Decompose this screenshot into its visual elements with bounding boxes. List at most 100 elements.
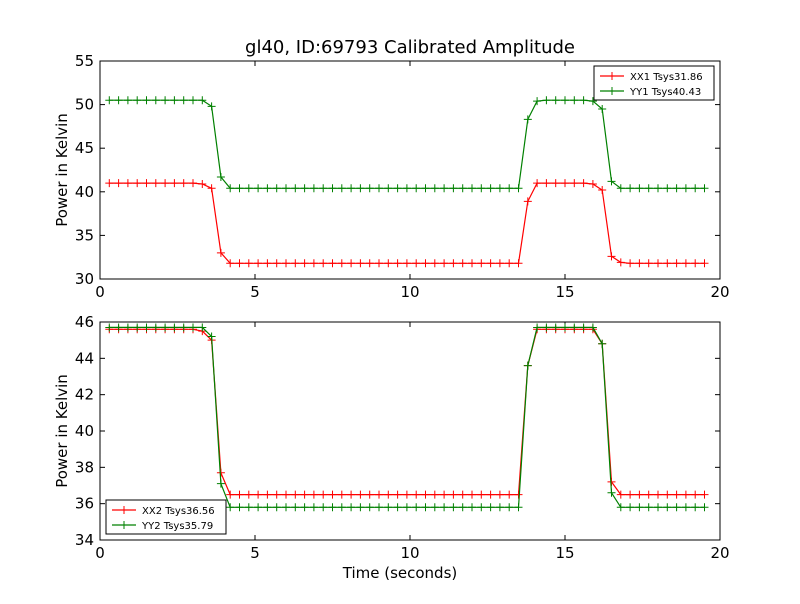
chart1-series-2-point [505,184,514,193]
chart2-legend-label: YY2 Tsys35.79 [141,521,213,532]
chart1-series-2-point [105,96,114,105]
chart2-series-2-point [114,323,123,332]
chart1-series-2-point [468,184,476,193]
chart2-ytick-label: 38 [75,458,94,476]
chart2-series-2-point [449,503,458,512]
chart1-series-1-point [189,179,197,188]
chart2-series-1-point [616,490,625,499]
chart2-series-2-point [282,503,290,512]
chart1-series-1-point [598,186,607,195]
chart1-series-2-point [319,184,328,193]
chart1-series-1-point [430,259,439,268]
chart2-series-2-point [551,323,560,332]
chart1-series-1-point [263,259,272,268]
chart2-series-2-point [235,503,244,512]
chart1-series-1-point [309,259,318,268]
chart2-series-2-point [700,503,709,512]
chart1-series-1-point [244,259,253,268]
chart2-series-2-point [105,323,114,332]
chart1-series-1-point [635,259,644,268]
chart2-series-2-point [468,503,476,512]
chart2-series-2-point [672,503,681,512]
chart2-series-2-point [123,323,132,332]
chart2-legend: XX2 Tsys36.56 YY2 Tsys35.79 [105,499,227,535]
chart2-series-2-point [151,323,160,332]
chart1-ytick-label: 55 [75,52,94,70]
chart1-series-2-point [486,184,495,193]
chart1-series-1-point [495,259,504,268]
chart2-xtick-label: 10 [400,544,419,562]
chart2-series-2-point [626,503,635,512]
chart1-series-1-point [105,179,114,188]
chart1-series-1-point [654,259,662,268]
chart1-series-1-point [291,259,300,268]
chart1-ytick-label: 40 [75,183,94,201]
chart2-series-2-point [681,503,690,512]
chart1-series-1-point [681,259,690,268]
chart1-series-1-point [365,259,374,268]
chart1-series-1-point [272,259,281,268]
chart2-series-1-point [412,490,421,499]
chart1-legend: XX1 Tsys31.86 YY1 Tsys40.43 [593,65,715,101]
chart2-series-2-point [272,503,281,512]
chart1-series-2-point [170,96,179,105]
chart2-series-2-point [495,503,504,512]
chart2-series-2-point [514,503,523,512]
chart1-series-1-point [133,179,142,188]
chart2-series-1-point [337,490,346,499]
chart1-series-2-point [495,184,504,193]
chart1-series-1-point [337,259,346,268]
chart1-series-1-point [551,179,560,188]
chart1-series-2-point [542,96,551,105]
chart2-series-1-point [495,490,504,499]
chart1-series-1-point [356,259,365,268]
chart1-series-1-point [579,179,588,188]
chart2-series-1-point [347,490,356,499]
chart1-series-1-point [570,179,579,188]
chart1-series-1-point [542,179,551,188]
chart1-series-2-point [254,184,263,193]
chart2-series-2-point [375,503,383,512]
chart1-series-2-point [356,184,365,193]
chart1-series-1-point [235,259,244,268]
chart1-series-1-point [458,259,467,268]
chart1-series-2-point [179,96,188,105]
chart1-series-2-point [700,184,709,193]
chart1-series-2-point [133,96,142,105]
chart1-series-2-point [272,184,281,193]
chart1-series-1 [105,179,709,268]
chart2-series-2-point [477,503,486,512]
chart2-series-2-point [412,503,421,512]
chart1-series-1-point [644,259,653,268]
chart1-series-1-point [626,259,635,268]
chart2-series-1-point [235,490,244,499]
chart1-series-2-point [663,184,672,193]
chart1-xtick-label: 5 [250,283,260,301]
chart1-series-2-point [142,96,151,105]
chart2-series-1-point [393,490,402,499]
chart1-series-1-point [300,259,309,268]
chart2-series-1-point [440,490,449,499]
chart1-series-2-point [570,96,579,105]
chart2-series-1-point [458,490,467,499]
chart2-series-1-point [700,490,709,499]
chart2-series-1-point [505,490,514,499]
chart2-series-1-point [244,490,253,499]
chart2-legend-marker [120,506,128,514]
chart2-series-2-point [561,323,569,332]
chart2-legend-box [105,499,227,535]
chart2-series-2-point [430,503,439,512]
chart1-legend-label: XX1 Tsys31.86 [630,72,703,83]
chart1-series-1-point [179,179,188,188]
chart2-series-1-point [514,490,523,499]
chart1-xtick-label: 0 [95,283,105,301]
chart2-series-1-point [356,490,365,499]
chart1-series-1-point [421,259,430,268]
chart1-xtick-label: 15 [555,283,574,301]
chart2-series-2-point [365,503,374,512]
chart1-series-2-point [654,184,662,193]
chart2-series-2-point [607,488,616,497]
chart2-series-2-point [198,323,207,332]
chart1-series-1-point [672,259,681,268]
chart1-ytick-label: 50 [75,96,94,114]
